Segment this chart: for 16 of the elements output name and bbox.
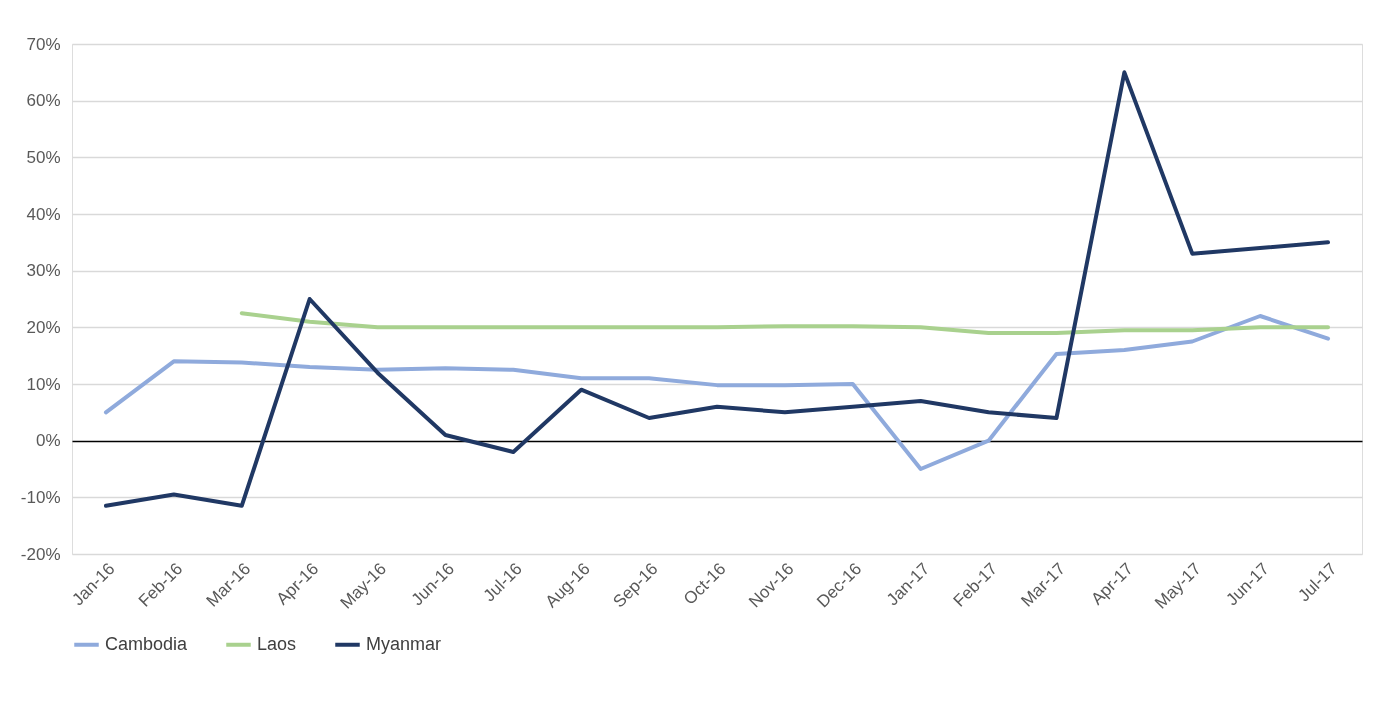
legend-label: Cambodia (105, 633, 189, 654)
y-tick-label: 60% (26, 91, 61, 111)
y-tick-label: 50% (26, 147, 61, 167)
y-tick-label: -10% (20, 487, 61, 507)
line-series (103, 314, 1331, 471)
y-tick-label: -20% (20, 544, 61, 564)
y-tick-label: 20% (26, 317, 61, 337)
y-tick-label: 40% (26, 204, 61, 224)
line-series (103, 70, 1331, 508)
legend-label: Laos (257, 633, 297, 654)
legend-label: Myanmar (366, 633, 442, 654)
line-series (239, 311, 1331, 335)
y-tick-label: 0% (35, 431, 61, 451)
y-tick-label: 70% (26, 34, 61, 54)
y-tick-label: 10% (26, 374, 61, 394)
y-tick-label: 30% (26, 261, 61, 281)
